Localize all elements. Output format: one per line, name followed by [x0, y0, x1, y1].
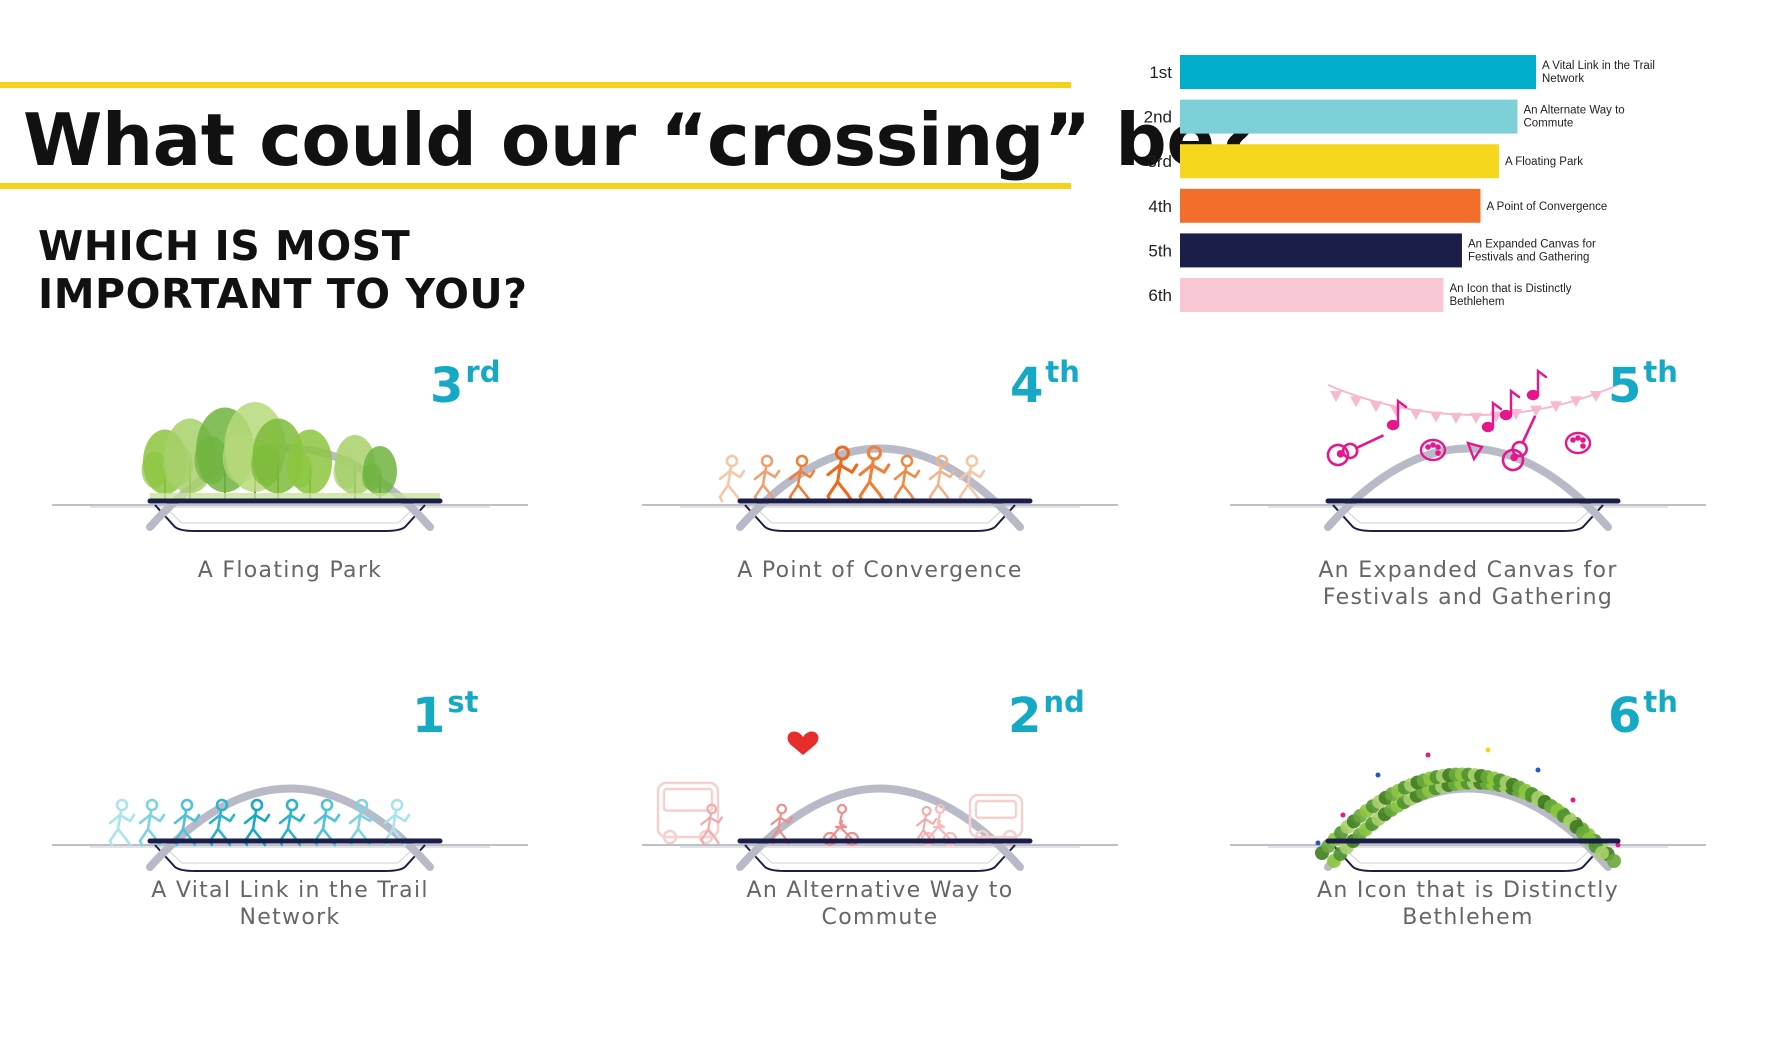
subtitle-line-2: IMPORTANT TO YOU?: [38, 270, 528, 318]
rank-bar: [1180, 144, 1499, 179]
trees-icon: [141, 402, 440, 501]
caption-line-1: An Alternative Way to: [746, 878, 1014, 903]
rank-badge: 4th: [1010, 355, 1080, 414]
rank-tick-label: 5th: [1148, 241, 1172, 260]
card-vital-link: 1st A Vital Link in the Trail Network: [50, 685, 530, 1015]
rank-number: 2: [1008, 688, 1042, 744]
title-rule-top: [0, 82, 1071, 88]
subtitle: WHICH IS MOST IMPORTANT TO YOU?: [38, 222, 528, 318]
card-point-of-convergence: 4th A Point of Convergence: [640, 355, 1120, 675]
rank-badge: 2nd: [1008, 685, 1085, 744]
card-floating-park: 3rd A Floating Park: [50, 355, 530, 675]
bar-label: An Expanded Canvas for Festivals and Gath…: [1468, 238, 1596, 263]
caption-line-2: Commute: [821, 905, 939, 930]
card-caption: A Floating Park: [50, 557, 530, 584]
page-title: What could our “crossing” be?: [23, 98, 1256, 182]
rank-tick-label: 1st: [1149, 63, 1172, 82]
caption-line-2: Bethlehem: [1402, 905, 1534, 930]
caption-line-1: A Vital Link in the Trail: [151, 878, 429, 903]
card-expanded-canvas: 5th An Expanded Canvas for Festivals and…: [1228, 355, 1708, 675]
rank-bar: [1180, 188, 1481, 223]
bicycle-icon: [656, 731, 1024, 847]
rank-badge: 5th: [1608, 355, 1678, 414]
bridge-scene: [1230, 368, 1706, 532]
rank-number: 1: [412, 688, 446, 744]
bridge-scene: [642, 444, 1118, 532]
bridge-scene: [52, 402, 528, 532]
card-alternative-commute: 2nd An Alternative Way to Commute: [640, 685, 1120, 1015]
rank-tick-label: 4th: [1148, 197, 1172, 216]
bridge-arch: [1324, 444, 1612, 531]
rank-number: 3: [430, 358, 464, 414]
card-caption: An Expanded Canvas for Festivals and Gat…: [1228, 557, 1708, 611]
people-icon: [718, 445, 986, 503]
subtitle-line-1: WHICH IS MOST: [38, 222, 411, 270]
rank-suffix: th: [1045, 355, 1080, 389]
rank-badge: 6th: [1608, 685, 1678, 744]
rank-suffix: nd: [1043, 685, 1085, 719]
caption-line-2: Network: [239, 905, 341, 930]
bar-label: A Vital Link in the Trail Network: [1542, 60, 1655, 85]
caption-line-1: An Icon that is Distinctly: [1316, 878, 1620, 903]
card-caption: A Vital Link in the Trail Network: [50, 877, 530, 931]
rank-number: 6: [1608, 688, 1642, 744]
rank-tick-label: 3rd: [1147, 152, 1172, 171]
heart-icon: [787, 731, 819, 755]
rank-bar: [1180, 278, 1444, 312]
rank-suffix: rd: [465, 355, 501, 389]
caption-line-1: An Expanded Canvas for: [1318, 558, 1618, 583]
clover-icon: [1315, 747, 1621, 868]
rank-bar: [1180, 99, 1518, 134]
rank-bar: [1180, 55, 1536, 89]
ranking-bar-chart: 1st A Vital Link in the Trail Network 2nd An…: [1144, 55, 1655, 312]
card-distinct-icon: 6th An Icon that is Distinctly Bethlehem: [1228, 685, 1708, 1015]
bar-label: An Alternate Way to Commute: [1523, 105, 1624, 130]
card-caption: A Point of Convergence: [640, 557, 1120, 584]
caption-line-2: Festivals and Gathering: [1322, 585, 1614, 610]
rank-suffix: th: [1643, 685, 1678, 719]
bridge-scene: [52, 784, 528, 872]
rank-badge: 3rd: [430, 355, 500, 414]
rank-tick-label: 2nd: [1144, 108, 1172, 127]
rank-suffix: st: [447, 685, 479, 719]
rank-suffix: th: [1643, 355, 1678, 389]
caption-line-1: A Point of Convergence: [737, 558, 1023, 583]
card-caption: An Alternative Way to Commute: [640, 877, 1120, 931]
rank-number: 4: [1010, 358, 1044, 414]
bar-label: A Floating Park: [1505, 156, 1583, 168]
rank-badge: 1st: [412, 685, 479, 744]
rank-bar: [1180, 233, 1462, 268]
caption-line-1: A Floating Park: [197, 558, 383, 583]
rank-number: 5: [1608, 358, 1642, 414]
bridge-scene: [1230, 747, 1706, 872]
title-rule-bottom: [0, 183, 1071, 189]
rank-tick-label: 6th: [1148, 286, 1172, 305]
card-caption: An Icon that is Distinctly Bethlehem: [1228, 877, 1708, 931]
music-icon: [1326, 368, 1619, 472]
bar-label: An Icon that is Distinctly Bethlehem: [1449, 283, 1571, 308]
bar-label: A Point of Convergence: [1486, 201, 1607, 213]
bridge-scene: [642, 731, 1118, 872]
